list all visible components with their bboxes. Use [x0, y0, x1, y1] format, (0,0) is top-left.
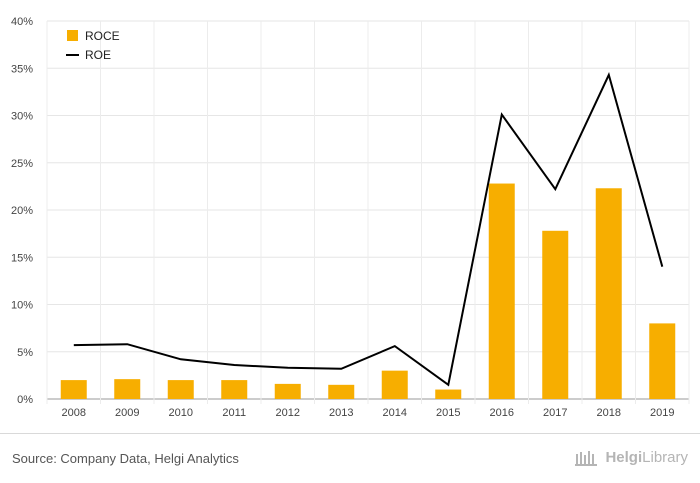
x-tick-label: 2017 — [543, 407, 567, 419]
footer-divider — [0, 433, 700, 434]
y-tick-label: 5% — [17, 347, 33, 359]
roe-line-group — [73, 72, 664, 387]
y-tick-label: 0% — [17, 394, 33, 406]
bar-roce — [167, 380, 194, 399]
y-tick-label: 35% — [11, 63, 33, 75]
y-tick-label: 30% — [11, 111, 33, 123]
x-tick-label: 2009 — [115, 407, 139, 419]
x-tick-label: 2013 — [329, 407, 353, 419]
y-tick-label: 25% — [11, 158, 33, 170]
legend: ROCE ROE — [66, 29, 120, 62]
roce-bars — [60, 183, 676, 399]
bar-roce — [649, 323, 676, 399]
bar-roce — [328, 384, 355, 399]
y-tick-label: 20% — [11, 205, 33, 217]
bar-roce — [114, 379, 141, 399]
helgi-library-logo[interactable]: Helgi Library — [575, 449, 688, 466]
legend-label-roce: ROCE — [85, 29, 120, 43]
gridlines — [46, 20, 690, 404]
legend-label-roe: ROE — [85, 48, 111, 62]
y-tick-label: 10% — [11, 300, 33, 312]
x-tick-label: 2019 — [650, 407, 674, 419]
line-roe — [73, 72, 664, 387]
legend-swatch-roce — [67, 30, 78, 41]
x-tick-label: 2016 — [490, 407, 514, 419]
bar-roce — [435, 389, 462, 399]
x-tick-label: 2011 — [222, 407, 246, 419]
y-tick-label: 15% — [11, 252, 33, 264]
bar-roce — [542, 230, 569, 399]
x-tick-label: 2012 — [276, 407, 300, 419]
bar-roce — [274, 383, 301, 399]
x-tick-label: 2014 — [383, 407, 407, 419]
x-tick-label: 2015 — [436, 407, 460, 419]
logo-text-helgi: Helgi — [605, 449, 643, 466]
y-axis: 0% 5% 10% 15% 20% 25% 30% 35% 40% — [11, 16, 33, 406]
bar-roce — [60, 380, 87, 399]
source-note: Source: Company Data, Helgi Analytics — [12, 451, 239, 466]
x-axis: 2008 2009 2010 2011 2012 2013 2014 2015 2016 2017… — [62, 407, 675, 419]
logo-text-library: Library — [642, 449, 688, 466]
bar-roce — [221, 380, 248, 399]
y-tick-label: 40% — [11, 16, 33, 28]
bar-roce — [381, 370, 408, 399]
x-tick-label: 2018 — [597, 407, 621, 419]
chart: 0%5%10%15%20%25%30%35%40% 2008 2009 2010 20… — [11, 16, 690, 419]
bar-roce — [488, 183, 515, 399]
bar-roce — [595, 188, 622, 399]
x-tick-label: 2010 — [169, 407, 193, 419]
library-icon — [575, 450, 598, 466]
x-tick-label: 2008 — [62, 407, 86, 419]
